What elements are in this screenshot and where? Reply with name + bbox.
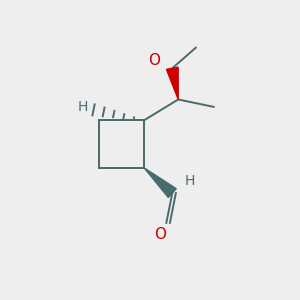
- Text: H: H: [185, 174, 195, 188]
- Text: O: O: [154, 227, 166, 242]
- Text: H: H: [78, 100, 88, 114]
- Polygon shape: [167, 67, 178, 100]
- Text: O: O: [148, 53, 160, 68]
- Polygon shape: [144, 168, 176, 197]
